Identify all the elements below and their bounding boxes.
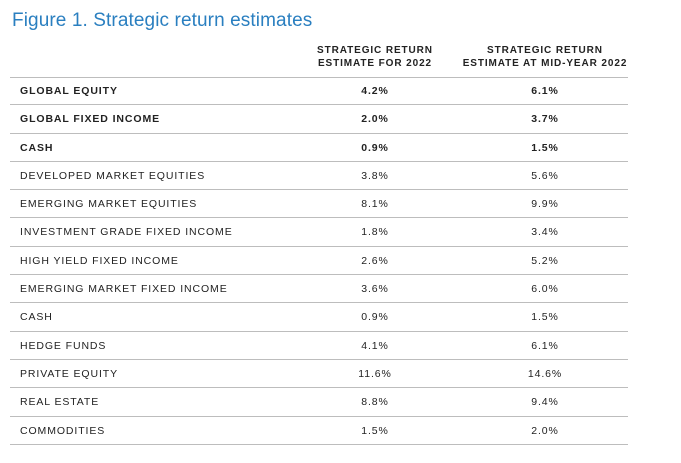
table-row: EMERGING MARKET FIXED INCOME 3.6% 6.0% xyxy=(10,275,628,304)
table-row: HEDGE FUNDS 4.1% 6.1% xyxy=(10,332,628,360)
table-row: HIGH YIELD FIXED INCOME 2.6% 5.2% xyxy=(10,247,628,276)
estimate-mid-year: 3.7% xyxy=(531,113,559,126)
row-label: GLOBAL FIXED INCOME xyxy=(20,113,160,126)
return-estimates-table: GLOBAL EQUITY 4.2% 6.1% GLOBAL FIXED INC… xyxy=(10,77,628,445)
estimate-2022: 3.6% xyxy=(361,283,389,296)
estimate-mid-year: 5.2% xyxy=(531,254,559,267)
table-row: REAL ESTATE 8.8% 9.4% xyxy=(10,388,628,417)
table-row: COMMODITIES 1.5% 2.0% xyxy=(10,417,628,445)
column-header-2022-line1: STRATEGIC RETURN xyxy=(317,45,433,56)
estimate-2022: 2.6% xyxy=(361,254,389,267)
estimate-2022: 4.1% xyxy=(361,339,389,352)
row-label: PRIVATE EQUITY xyxy=(20,367,118,380)
table-row: INVESTMENT GRADE FIXED INCOME 1.8% 3.4% xyxy=(10,218,628,247)
row-label: HEDGE FUNDS xyxy=(20,339,107,352)
estimate-mid-year: 6.1% xyxy=(531,339,559,352)
row-label: DEVELOPED MARKET EQUITIES xyxy=(20,169,206,182)
table-row: GLOBAL FIXED INCOME 2.0% 3.7% xyxy=(10,105,628,134)
estimate-mid-year: 5.6% xyxy=(531,169,559,182)
estimate-mid-year: 1.5% xyxy=(531,141,559,154)
column-header-mid-year-line2: ESTIMATE AT MID-YEAR 2022 xyxy=(462,58,628,69)
row-label: GLOBAL EQUITY xyxy=(20,85,118,97)
estimate-mid-year: 1.5% xyxy=(531,311,559,324)
estimate-mid-year: 6.0% xyxy=(531,283,559,296)
row-label: CASH xyxy=(20,141,54,154)
table-row: DEVELOPED MARKET EQUITIES 3.8% 5.6% xyxy=(10,162,628,191)
estimate-2022: 1.5% xyxy=(361,424,389,437)
estimate-mid-year: 14.6% xyxy=(527,367,563,380)
table-row: CASH 0.9% 1.5% xyxy=(10,134,628,162)
estimate-2022: 8.8% xyxy=(361,396,389,409)
estimate-2022: 11.6% xyxy=(358,367,392,380)
figure-title: Figure 1. Strategic return estimates xyxy=(12,10,313,31)
table-row: CASH 0.9% 1.5% xyxy=(10,303,628,332)
estimate-2022: 4.2% xyxy=(361,85,389,97)
column-header-mid-year: STRATEGIC RETURN ESTIMATE AT MID-YEAR 20… xyxy=(450,44,640,70)
table-top-rule xyxy=(10,77,628,78)
table-row: GLOBAL EQUITY 4.2% 6.1% xyxy=(10,77,628,106)
row-label: REAL ESTATE xyxy=(20,396,100,409)
table-row: EMERGING MARKET EQUITIES 8.1% 9.9% xyxy=(10,190,628,219)
estimate-mid-year: 2.0% xyxy=(531,424,559,437)
estimate-2022: 1.8% xyxy=(361,226,389,239)
estimate-2022: 0.9% xyxy=(361,311,389,324)
estimate-mid-year: 9.9% xyxy=(531,198,559,211)
column-header-2022-line2: ESTIMATE FOR 2022 xyxy=(317,58,433,69)
row-label: COMMODITIES xyxy=(20,424,106,437)
column-header-mid-year-line1: STRATEGIC RETURN xyxy=(487,45,603,56)
row-label: EMERGING MARKET FIXED INCOME xyxy=(20,283,228,296)
estimate-2022: 3.8% xyxy=(361,169,389,182)
row-label: CASH xyxy=(20,311,53,324)
estimate-mid-year: 9.4% xyxy=(531,396,559,409)
estimate-mid-year: 3.4% xyxy=(531,226,559,239)
estimate-2022: 8.1% xyxy=(361,198,389,211)
estimate-2022: 2.0% xyxy=(361,113,389,126)
table-row: PRIVATE EQUITY 11.6% 14.6% xyxy=(10,360,628,389)
estimate-mid-year: 6.1% xyxy=(531,85,559,97)
estimate-2022: 0.9% xyxy=(361,141,389,154)
row-label: HIGH YIELD FIXED INCOME xyxy=(20,254,179,267)
column-header-2022: STRATEGIC RETURN ESTIMATE FOR 2022 xyxy=(300,44,450,70)
row-label: EMERGING MARKET EQUITIES xyxy=(20,198,198,211)
row-label: INVESTMENT GRADE FIXED INCOME xyxy=(20,226,233,239)
